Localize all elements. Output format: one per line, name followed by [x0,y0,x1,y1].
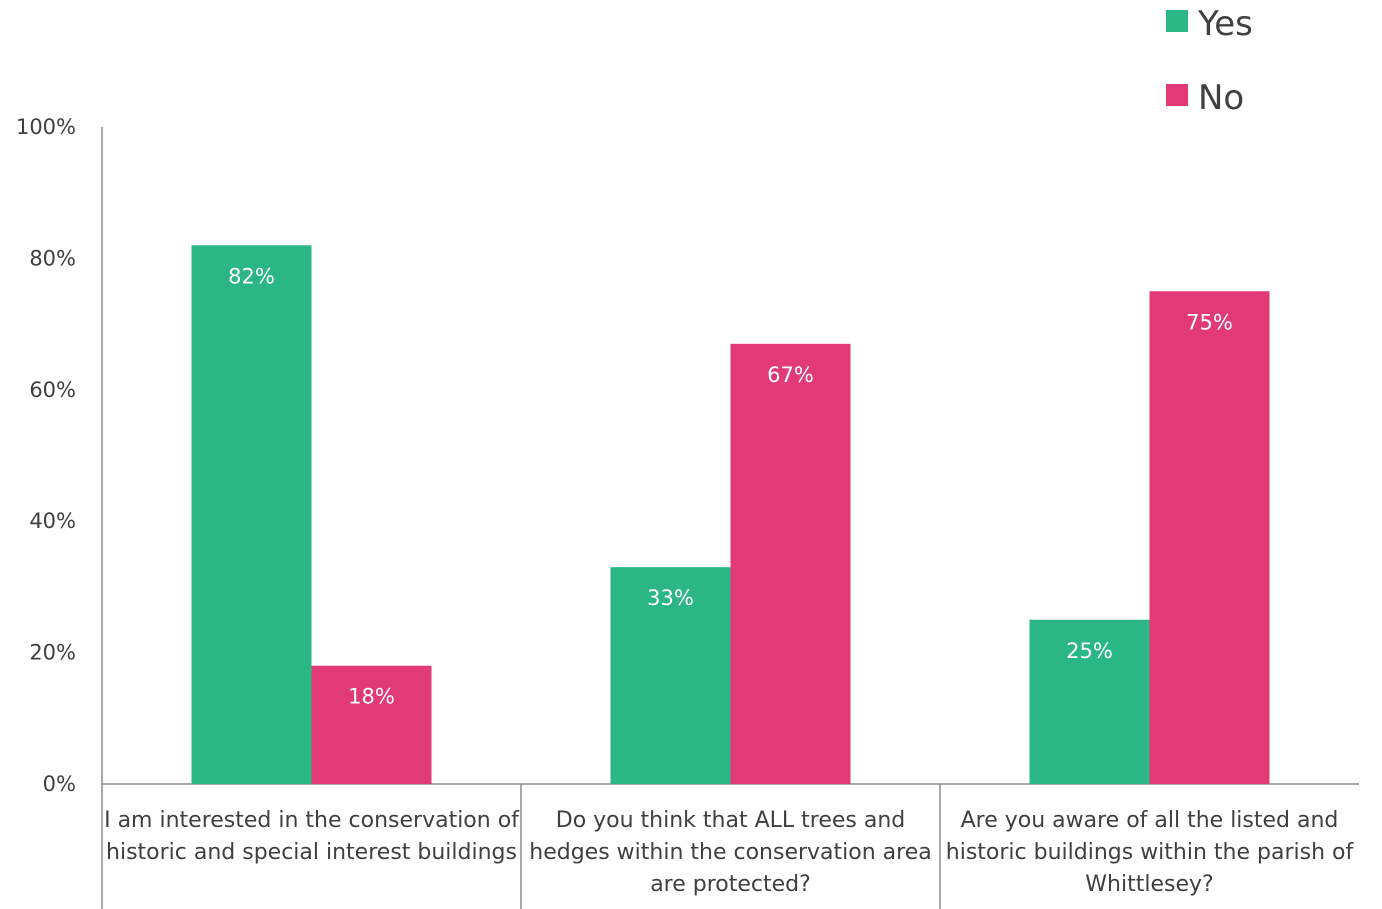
legend-swatch-no [1166,84,1188,106]
y-tick-label: 100% [16,115,76,139]
bar-no [1149,291,1270,784]
y-tick-label: 0% [43,772,76,796]
data-label: 33% [647,586,694,610]
x-category-label: I am interested in the conservation of hi… [102,805,521,869]
bar-no [730,343,851,784]
legend-label-no: No [1198,78,1244,118]
data-label: 67% [767,363,814,387]
x-category-label-line: historic buildings within the parish of [945,840,1354,865]
bar-no [311,665,432,784]
y-tick-label: 80% [29,246,76,270]
data-label: 75% [1186,310,1233,334]
x-category-label: Do you think that ALL trees and hedges wi… [521,805,940,901]
x-category-label-line: I am interested in the conservation of [104,808,519,833]
x-category-label-line: Do you think that ALL trees and [555,808,906,833]
legend-swatch-yes [1166,10,1188,32]
data-label: 82% [228,264,275,288]
x-category-label: Are you aware of all the listed and histo… [940,805,1359,901]
legend: Yes No [1166,4,1253,118]
y-axis-ticks: 0% 20% 40% 60% 80% 100% [16,115,76,796]
y-tick-label: 20% [29,641,76,665]
data-label: 18% [348,685,395,709]
x-category-label-line: historic and special interest buildings [106,840,517,865]
y-tick-label: 60% [29,378,76,402]
bar-yes [191,245,312,784]
x-category-label-line: Whittlesey? [1085,872,1214,897]
bar-yes [610,567,731,784]
x-category-label-line: Are you aware of all the listed and [960,808,1339,833]
x-category-label-line: are protected? [650,872,811,897]
bar-yes [1029,619,1150,784]
x-category-label-line: hedges within the conservation area [529,840,932,865]
data-label: 25% [1066,639,1113,663]
y-tick-label: 40% [29,509,76,533]
legend-label-yes: Yes [1197,4,1253,44]
bars: 82% 18% 33% 67% 25% 75% [191,245,1270,784]
